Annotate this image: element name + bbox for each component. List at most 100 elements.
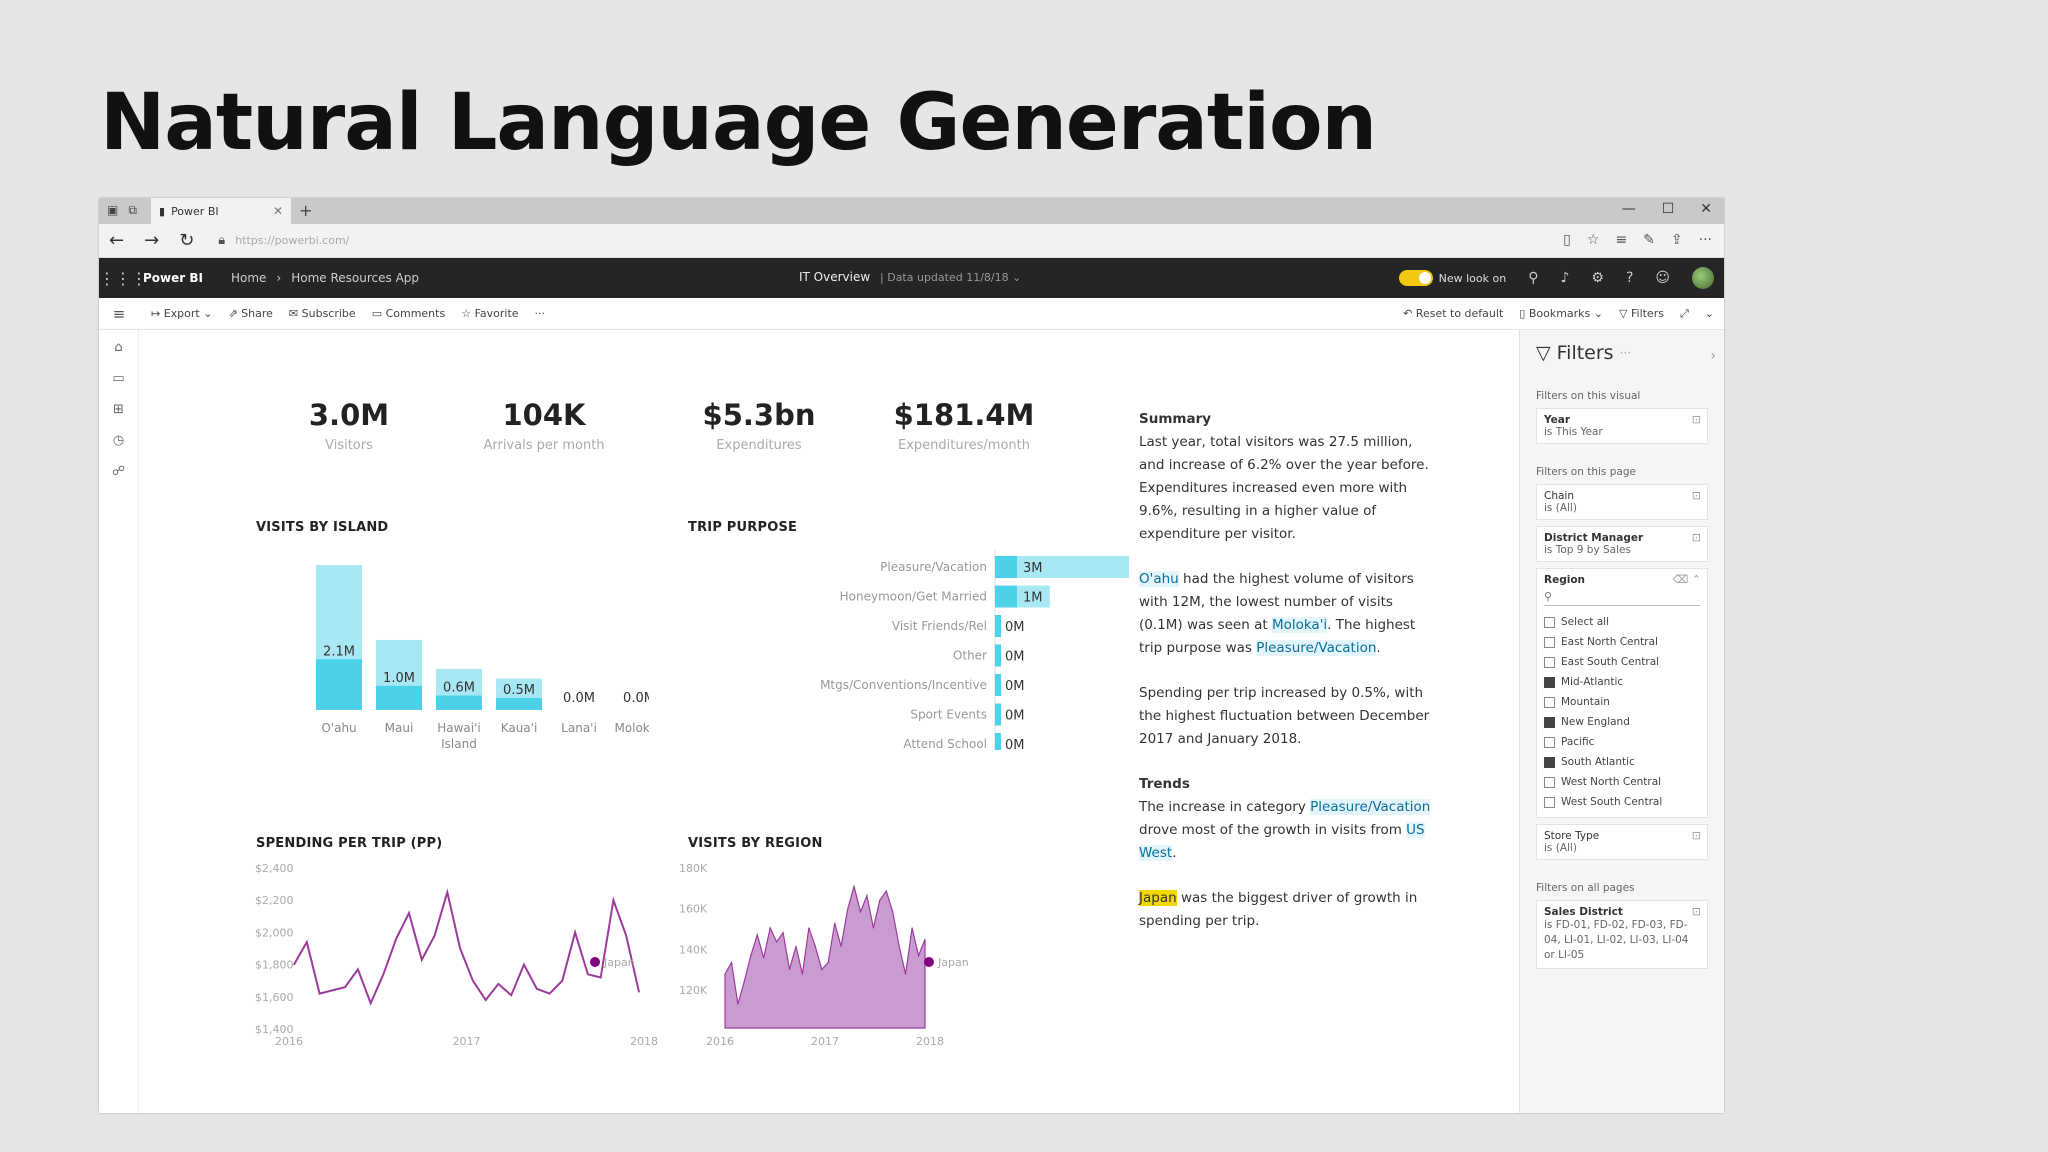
kpi-visitors[interactable]: 3.0M Visitors — [294, 398, 404, 453]
reading-view-icon[interactable]: ▯ — [1563, 232, 1571, 248]
more-icon[interactable]: ··· — [1698, 232, 1712, 248]
oahu-link[interactable]: O'ahu — [1139, 571, 1179, 587]
filters-label: Filters — [1630, 307, 1664, 320]
brand-label[interactable]: Power BI — [143, 271, 203, 285]
favorites-icon[interactable]: ▭ — [112, 371, 125, 386]
region-search-input[interactable]: ⚲ — [1544, 590, 1700, 606]
region-option[interactable]: Mid-Atlantic — [1544, 672, 1700, 692]
hub-icon[interactable]: ≡ — [1615, 232, 1628, 248]
gear-icon[interactable]: ⚙ — [1591, 270, 1604, 286]
filter-card-year[interactable]: Year is This Year ⊡ — [1536, 408, 1708, 444]
region-option[interactable]: East North Central — [1544, 632, 1700, 652]
collapse-pane-icon[interactable]: › — [1710, 348, 1716, 364]
home-icon[interactable]: ⌂ — [114, 340, 123, 355]
tab-back-icon[interactable]: ⧉ — [128, 203, 137, 217]
help-icon[interactable]: ? — [1625, 270, 1634, 286]
comments-button[interactable]: ▭ Comments — [371, 307, 446, 320]
recent-icon[interactable]: ◷ — [112, 433, 125, 448]
smiley-icon[interactable]: ☺ — [1655, 270, 1670, 286]
tab-manager-icon[interactable]: ▣ — [107, 203, 119, 217]
checkbox[interactable] — [1544, 616, 1555, 628]
lock-icon[interactable]: ⊡ — [1691, 489, 1701, 502]
checkbox[interactable] — [1544, 656, 1555, 668]
filter-card-chain[interactable]: Chain is (All) ⊡ — [1536, 484, 1708, 520]
region-option[interactable]: West North Central — [1544, 772, 1700, 792]
region-option[interactable]: Pacific — [1544, 732, 1700, 752]
lock-icon[interactable]: ⊡ — [1691, 413, 1701, 426]
favorite-button[interactable]: ☆ Favorite — [461, 307, 519, 320]
visits-by-region-chart[interactable]: 180K 160K 140K 120K 2016 2017 2018 Japan — [679, 858, 1119, 1048]
more-icon[interactable]: ··· — [1619, 346, 1632, 360]
checkbox[interactable] — [1544, 736, 1555, 748]
notes-icon[interactable]: ✎ — [1643, 232, 1655, 248]
region-option[interactable]: South Atlantic — [1544, 752, 1700, 772]
bookmarks-button[interactable]: ▯ Bookmarks ⌄ — [1519, 307, 1604, 320]
spending-per-trip-chart[interactable]: $2,400 $2,200 $2,000 $1,800 $1,600 $1,4002016… — [249, 858, 679, 1048]
kpi-arrivals[interactable]: 104K Arrivals per month — [464, 398, 624, 453]
bell-icon[interactable]: ♪ — [1560, 270, 1570, 286]
chevron-down-icon[interactable]: ⌄ — [1704, 307, 1714, 320]
filter-card-region[interactable]: Region ⌫ ⌃ ⚲ Select all East North Centra… — [1536, 568, 1708, 818]
checkbox[interactable] — [1544, 636, 1555, 648]
breadcrumb-home[interactable]: Home — [230, 271, 267, 285]
filters-button[interactable]: ▽ Filters — [1619, 307, 1664, 320]
shared-icon[interactable]: ☍ — [111, 464, 126, 479]
app-launcher-icon[interactable]: ⋮⋮⋮ — [99, 268, 147, 288]
lock-icon[interactable]: ⊡ — [1691, 531, 1701, 544]
trip-purpose-chart[interactable]: Pleasure/Vacation 3M Honeymoon/Get Married… — [679, 550, 1129, 750]
filter-card-store-type[interactable]: Store Type is (All) ⊡ — [1536, 824, 1708, 860]
search-icon[interactable]: ⚲ — [1528, 270, 1539, 286]
eraser-chevron-icon[interactable]: ⌫ ⌃ — [1672, 573, 1701, 586]
kpi-expenditures[interactable]: $5.3bn Expenditures — [694, 398, 824, 453]
pleasure-vacation-link-2[interactable]: Pleasure/Vacation — [1310, 799, 1431, 815]
browser-tab[interactable]: ▮ Power BI ✕ — [151, 198, 291, 224]
refresh-icon[interactable]: ↻ — [179, 230, 195, 251]
checkbox[interactable] — [1544, 796, 1555, 808]
visits-by-island-chart[interactable]: 2.1M O'ahu 1.0M Maui 0.6M Hawai'i Island 0.5M Ka… — [249, 550, 649, 770]
kpi-expenditures-month[interactable]: $181.4M Expenditures/month — [874, 398, 1054, 453]
lock-icon[interactable]: ⊡ — [1691, 829, 1701, 842]
hamburger-icon[interactable]: ≡ — [112, 304, 126, 323]
maximize-icon[interactable]: ☐ — [1661, 201, 1675, 217]
checkbox[interactable] — [1544, 756, 1555, 768]
japan-highlight[interactable]: Japan — [1139, 890, 1177, 906]
close-tab-icon[interactable]: ✕ — [272, 204, 283, 218]
data-point — [743, 980, 745, 982]
summary-paragraph-1: Last year, total visitors was 27.5 milli… — [1139, 434, 1429, 542]
window-controls: — ☐ ✕ — [1622, 201, 1712, 217]
report-title[interactable]: IT Overview | Data updated 11/8/18 ⌄ — [799, 270, 1021, 284]
lock-icon[interactable]: ⊡ — [1691, 905, 1701, 918]
checkbox[interactable] — [1544, 776, 1555, 788]
subscribe-button[interactable]: ✉ Subscribe — [288, 307, 356, 320]
filter-card-sales-district[interactable]: Sales District is FD-01, FD-02, FD-03, F… — [1536, 900, 1708, 969]
export-button[interactable]: ↦ Export ⌄ — [151, 307, 213, 320]
forward-arrow-icon[interactable]: → — [144, 230, 160, 251]
star-icon[interactable]: ☆ — [1586, 232, 1600, 248]
more-actions-button[interactable]: ··· — [534, 307, 546, 320]
new-look-toggle[interactable]: New look on — [1398, 270, 1506, 286]
filter-card-district-manager[interactable]: District Manager is Top 9 by Sales ⊡ — [1536, 526, 1708, 562]
region-option[interactable]: West South Central — [1544, 792, 1700, 812]
region-option[interactable]: East South Central — [1544, 652, 1700, 672]
share-button[interactable]: ⇗ Share — [228, 307, 273, 320]
breadcrumb-app[interactable]: Home Resources App — [291, 271, 420, 285]
checkbox[interactable] — [1544, 676, 1555, 688]
region-option[interactable]: Mountain — [1544, 692, 1700, 712]
checkbox[interactable] — [1544, 716, 1555, 728]
molokai-link[interactable]: Moloka'i — [1271, 617, 1328, 633]
expand-icon[interactable]: ⤢ — [1679, 307, 1689, 320]
new-tab-icon[interactable]: + — [299, 201, 313, 220]
bar — [995, 644, 1001, 667]
region-option[interactable]: New England — [1544, 712, 1700, 732]
apps-icon[interactable]: ⊞ — [113, 402, 124, 417]
checkbox[interactable] — [1544, 696, 1555, 708]
avatar[interactable] — [1692, 267, 1714, 289]
reset-button[interactable]: ↶ Reset to default — [1403, 307, 1504, 320]
minimize-icon[interactable]: — — [1621, 201, 1636, 217]
close-window-icon[interactable]: ✕ — [1700, 201, 1712, 217]
share-icon[interactable]: ⇪ — [1670, 232, 1683, 248]
pleasure-vacation-link[interactable]: Pleasure/Vacation — [1256, 640, 1377, 656]
url-field[interactable]: https://powerbi.com/ — [235, 234, 350, 247]
region-option[interactable]: Select all — [1544, 612, 1700, 632]
back-arrow-icon[interactable]: ← — [109, 230, 125, 251]
